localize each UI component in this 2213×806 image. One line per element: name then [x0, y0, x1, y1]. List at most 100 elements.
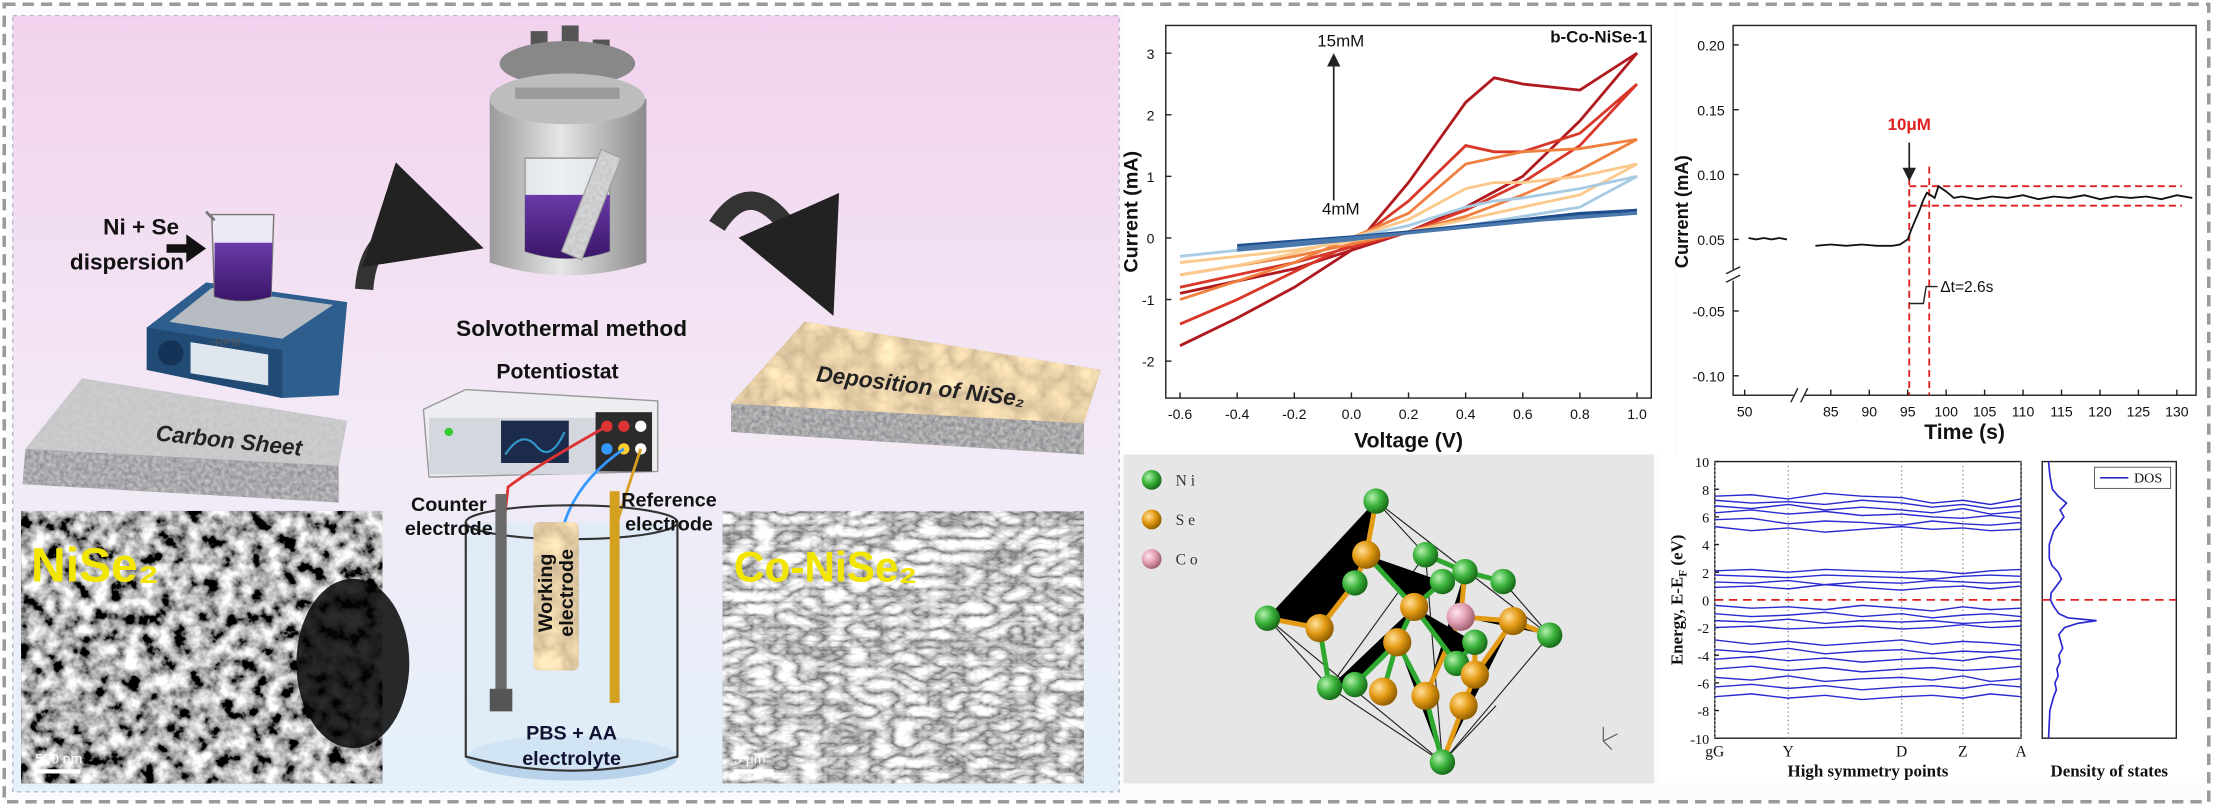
precursor-label: Ni + Se: [103, 214, 179, 239]
band: [1714, 492, 2022, 506]
chart-title: b-Co-NiSe-1: [1550, 27, 1647, 46]
y-tick-label: -2: [1697, 621, 1709, 637]
reference-label: electrode: [625, 514, 713, 536]
electrolyte-label: PBS + AA: [526, 723, 617, 745]
sem-image: Co-NiSe₂ 5 μm: [722, 510, 1084, 784]
reference-label: Reference electrode: [621, 490, 717, 536]
y-axis-label: Current (mA): [1671, 155, 1692, 268]
y-tick-label: 6: [1702, 511, 1709, 527]
x-axis-label: Density of states: [2051, 761, 2169, 780]
crystal-structure: [1328, 553, 1444, 764]
autoclave: [561, 25, 579, 43]
x-tick-label: 115: [2050, 403, 2073, 419]
crystal-structure: [1369, 677, 1398, 706]
band: [1714, 604, 2022, 612]
electrochemical-cell: [533, 522, 579, 671]
autoclave: [489, 25, 647, 276]
cv-curve: [1237, 211, 1638, 252]
band: [1714, 611, 2022, 619]
working-label: electrode: [556, 549, 578, 637]
method-label: Solvothermal method: [456, 316, 687, 341]
annotation: 4mM: [1322, 200, 1360, 219]
x-tick-label: D: [1896, 744, 1907, 761]
scale-bar-label: 500 nm: [35, 751, 82, 767]
electrolyte-label: PBS + AA electrolyte: [522, 723, 621, 770]
crystal-structure: [1446, 602, 1475, 631]
x-tick-label: 0.0: [1342, 406, 1362, 422]
crystal-structure: [1254, 605, 1281, 631]
electrochemical-cell: [489, 688, 513, 712]
potentiostat: [601, 443, 613, 455]
cv-curve: [1179, 82, 1639, 326]
y-tick-label: 1: [1147, 169, 1155, 185]
crystal-structure: [1316, 674, 1343, 701]
y-tick-label: -0.10: [1693, 368, 1725, 384]
x-tick-label: 130: [2165, 403, 2189, 419]
process-arrow: [709, 191, 840, 316]
electrochemical-cell: Workingelectrode: [464, 491, 679, 781]
crystal-structure: [1254, 488, 1563, 775]
band: [1714, 683, 2022, 691]
band: [1714, 579, 2022, 586]
sem-label: NiSe₂: [31, 540, 159, 593]
crystal-legend: [1141, 470, 1162, 490]
x-tick-label: Y: [1783, 744, 1794, 761]
sem-image: NiSe₂ 500 nm: [21, 510, 410, 784]
y-tick-label: 8: [1702, 483, 1709, 499]
crystal-structure: [1363, 488, 1389, 514]
beaker: [214, 242, 273, 301]
x-tick-label: 100: [1934, 403, 1958, 419]
electrochemical-cell: [495, 494, 507, 692]
sem-image: [296, 578, 410, 749]
crystal-structure: [1342, 570, 1368, 596]
hot-plate: ~RPM: [146, 282, 348, 399]
x-tick-label: gG: [1705, 744, 1724, 761]
crystal-structure: [1305, 613, 1334, 643]
x-tick-label: -0.2: [1282, 406, 1306, 422]
dos-panel: [1659, 454, 2205, 784]
wire: [616, 448, 643, 520]
x-tick-label: 0.4: [1456, 406, 1476, 422]
band: [1714, 525, 2022, 533]
working-label: Working: [535, 554, 557, 633]
y-tick-label: 0.15: [1697, 102, 1725, 118]
band: [1714, 503, 2022, 515]
crystal-structure: [1449, 691, 1478, 720]
sem-label: Co-NiSe₂: [734, 544, 917, 591]
band: [1714, 655, 2022, 663]
x-tick-label: 1.0: [1627, 406, 1647, 422]
crystal-structure: [1352, 540, 1381, 569]
legend-label: C o: [1176, 552, 1198, 569]
potentiostat: [618, 420, 630, 432]
y-tick-label: 2: [1702, 566, 1709, 582]
crystal-structure: [1342, 671, 1368, 698]
x-axis-label: High symmetry points: [1788, 761, 1949, 780]
x-tick-label: 125: [2127, 403, 2151, 419]
crystal-structure: [1411, 681, 1440, 710]
band: [1714, 499, 2022, 510]
crystal-structure: [1490, 568, 1516, 595]
electrochemical-cell: [609, 491, 620, 703]
y-tick-label: 0: [1702, 594, 1709, 610]
band: [1714, 624, 2022, 630]
y-axis-label: F: [1678, 570, 1690, 577]
crystal-structure: [1400, 592, 1429, 622]
y-tick-label: 10: [1695, 455, 1709, 471]
crystal-structure: [1462, 629, 1488, 655]
band: [1714, 675, 2022, 683]
autoclave: [515, 87, 620, 99]
deposited-sheet: Deposition of NiSe₂: [731, 321, 1101, 455]
beaker: [205, 210, 275, 302]
y-axis-label: Energy, E-EF (eV): [1667, 535, 1689, 666]
y-tick-label: 0.10: [1697, 167, 1725, 183]
electrolyte-label: electrolyte: [522, 748, 621, 770]
band: [1714, 647, 2022, 655]
legend-label: DOS: [2134, 471, 2162, 487]
process-arrow: [354, 162, 484, 291]
y-tick-label: -10: [1690, 732, 1709, 748]
x-tick-label: 110: [2012, 403, 2035, 419]
x-tick-label: 95: [1900, 403, 1916, 419]
axis-break: [1793, 386, 1805, 404]
autoclave: [561, 149, 621, 260]
